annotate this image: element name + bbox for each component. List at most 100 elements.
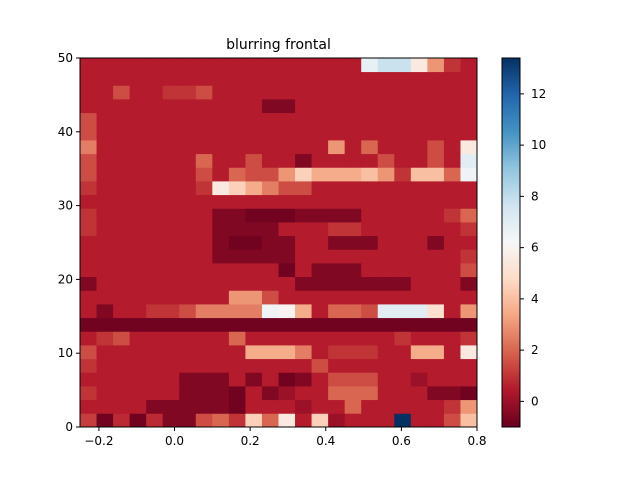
heatmap-cell bbox=[460, 112, 478, 127]
heatmap-cell bbox=[113, 386, 131, 401]
heatmap-cell bbox=[162, 140, 180, 155]
heatmap-cell bbox=[328, 167, 346, 182]
heatmap-cell bbox=[129, 112, 147, 127]
heatmap-cell bbox=[80, 112, 97, 127]
heatmap-cell bbox=[179, 126, 197, 141]
heatmap-cell bbox=[361, 99, 379, 114]
heatmap-cell bbox=[261, 112, 279, 127]
heatmap-cell bbox=[245, 249, 263, 264]
heatmap-cell bbox=[394, 263, 412, 278]
heatmap-cell bbox=[96, 99, 114, 114]
heatmap-cell bbox=[80, 345, 97, 360]
heatmap-cell bbox=[80, 372, 97, 387]
heatmap-cell bbox=[228, 71, 246, 86]
heatmap-cell bbox=[460, 413, 478, 428]
heatmap-cell bbox=[212, 249, 230, 264]
heatmap-cell bbox=[80, 126, 97, 141]
heatmap-cell bbox=[179, 399, 197, 414]
heatmap-cell bbox=[261, 290, 279, 305]
heatmap-cell bbox=[228, 194, 246, 209]
heatmap-cell bbox=[96, 85, 114, 100]
heatmap-cell bbox=[129, 140, 147, 155]
heatmap-cell bbox=[96, 331, 114, 346]
heatmap-cell bbox=[146, 290, 164, 305]
heatmap-cell bbox=[410, 399, 428, 414]
heatmap-cell bbox=[410, 331, 428, 346]
heatmap-cell bbox=[394, 399, 412, 414]
heatmap-cell bbox=[311, 235, 329, 250]
heatmap-cell bbox=[394, 372, 412, 387]
heatmap-cell bbox=[328, 71, 346, 86]
heatmap-cell bbox=[427, 249, 445, 264]
heatmap-cell bbox=[460, 386, 478, 401]
heatmap-cell bbox=[212, 71, 230, 86]
heatmap-cell bbox=[245, 290, 263, 305]
heatmap-cell bbox=[361, 71, 379, 86]
heatmap-cell bbox=[278, 167, 296, 182]
heatmap-cell bbox=[96, 194, 114, 209]
heatmap-cell bbox=[443, 386, 461, 401]
heatmap-cell bbox=[328, 181, 346, 196]
heatmap-cell bbox=[261, 85, 279, 100]
heatmap-cell bbox=[311, 140, 329, 155]
heatmap-cell bbox=[278, 331, 296, 346]
heatmap-cell bbox=[146, 399, 164, 414]
heatmap-cell bbox=[443, 276, 461, 291]
heatmap-cell bbox=[245, 317, 263, 332]
heatmap-cell bbox=[179, 222, 197, 237]
heatmap-cell bbox=[278, 222, 296, 237]
heatmap-cell bbox=[245, 304, 263, 319]
x-tick-label: 0.6 bbox=[392, 434, 411, 448]
heatmap-cell bbox=[212, 413, 230, 428]
heatmap-cell bbox=[146, 140, 164, 155]
heatmap-cell bbox=[443, 249, 461, 264]
heatmap-cell bbox=[328, 126, 346, 141]
heatmap-cell bbox=[328, 263, 346, 278]
heatmap-cell bbox=[80, 249, 97, 264]
heatmap-cell bbox=[394, 386, 412, 401]
heatmap-cell bbox=[344, 290, 362, 305]
heatmap-cell bbox=[179, 263, 197, 278]
heatmap-cell bbox=[261, 358, 279, 373]
heatmap-cell bbox=[80, 276, 97, 291]
heatmap-cell bbox=[261, 331, 279, 346]
heatmap-cell bbox=[443, 331, 461, 346]
heatmap-cell bbox=[80, 99, 97, 114]
heatmap-cell bbox=[311, 413, 329, 428]
heatmap-cell bbox=[162, 413, 180, 428]
heatmap-cell bbox=[278, 194, 296, 209]
heatmap-cell bbox=[195, 317, 213, 332]
heatmap-cell bbox=[113, 153, 131, 168]
heatmap-cell bbox=[311, 58, 329, 73]
heatmap-cell bbox=[361, 235, 379, 250]
heatmap-cell bbox=[228, 167, 246, 182]
heatmap-cell bbox=[361, 263, 379, 278]
heatmap-cell bbox=[410, 58, 428, 73]
heatmap-cell bbox=[278, 112, 296, 127]
heatmap-cell bbox=[195, 167, 213, 182]
heatmap-cell bbox=[427, 290, 445, 305]
heatmap-cell bbox=[344, 331, 362, 346]
heatmap-cell bbox=[179, 304, 197, 319]
heatmap-cell bbox=[311, 345, 329, 360]
heatmap-cell bbox=[328, 331, 346, 346]
heatmap-cell bbox=[245, 181, 263, 196]
heatmap-cell bbox=[212, 181, 230, 196]
heatmap-cell bbox=[261, 167, 279, 182]
heatmap-cell bbox=[344, 235, 362, 250]
x-tick-label: −0.2 bbox=[84, 434, 113, 448]
heatmap-cell bbox=[162, 263, 180, 278]
heatmap-cell bbox=[179, 331, 197, 346]
heatmap-cell bbox=[228, 276, 246, 291]
heatmap-cell bbox=[195, 112, 213, 127]
heatmap-cell bbox=[295, 386, 312, 401]
heatmap-cell bbox=[212, 126, 230, 141]
heatmap-cell bbox=[80, 235, 97, 250]
heatmap-cell bbox=[245, 358, 263, 373]
heatmap-cell bbox=[80, 167, 97, 182]
heatmap-cell bbox=[212, 358, 230, 373]
heatmap-cell bbox=[427, 372, 445, 387]
heatmap-cell bbox=[212, 58, 230, 73]
heatmap-cell bbox=[278, 249, 296, 264]
heatmap-cell bbox=[460, 358, 478, 373]
